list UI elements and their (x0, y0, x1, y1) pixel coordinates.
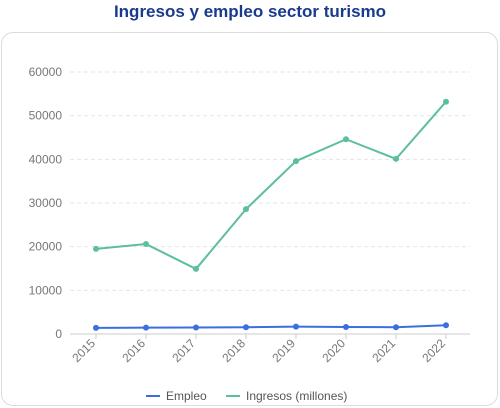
data-point (343, 324, 349, 331)
data-point (443, 322, 449, 329)
x-tick-label: 2017 (169, 336, 198, 365)
y-tick-label: 60000 (29, 65, 63, 79)
series-line (95, 324, 447, 329)
data-point (393, 155, 399, 162)
y-tick-label: 0 (55, 327, 62, 341)
x-tick-label: 2021 (369, 336, 398, 365)
data-point (143, 324, 149, 331)
x-tick-label: 2018 (219, 336, 248, 365)
data-point (143, 241, 149, 248)
y-tick-label: 40000 (29, 152, 63, 166)
y-tick-label: 50000 (29, 109, 63, 123)
series-lines (93, 98, 449, 331)
data-point (293, 323, 299, 330)
chart-card (1, 32, 498, 406)
legend: Empleo Ingresos (millones) (146, 389, 347, 403)
y-tick-label: 30000 (29, 196, 63, 210)
x-tick-label: 2019 (269, 336, 298, 365)
data-point (243, 324, 249, 331)
gridlines (70, 71, 470, 335)
x-tick-label: 2015 (69, 336, 98, 365)
data-point (443, 98, 449, 105)
data-point (393, 324, 399, 331)
legend-label: Empleo (166, 389, 207, 403)
data-point (193, 324, 199, 331)
legend-label: Ingresos (millones) (246, 389, 347, 403)
y-tick-label: 10000 (29, 283, 63, 297)
data-point (93, 245, 99, 252)
x-tick-label: 2022 (419, 336, 448, 365)
data-point (243, 206, 249, 213)
data-point (193, 265, 199, 272)
y-tick-label: 20000 (29, 240, 63, 254)
data-point (343, 136, 349, 143)
series-line (95, 101, 447, 270)
x-axis: 2015 2016 2017 2018 2019 2020 2021 2022 (69, 333, 470, 365)
chart-title: Ingresos y empleo sector turismo (113, 2, 387, 21)
x-tick-label: 2020 (319, 336, 348, 365)
data-point (93, 324, 99, 331)
x-tick-label: 2016 (119, 336, 148, 365)
data-point (293, 158, 299, 165)
y-axis: 0 10000 20000 30000 40000 50000 60000 (29, 65, 63, 341)
